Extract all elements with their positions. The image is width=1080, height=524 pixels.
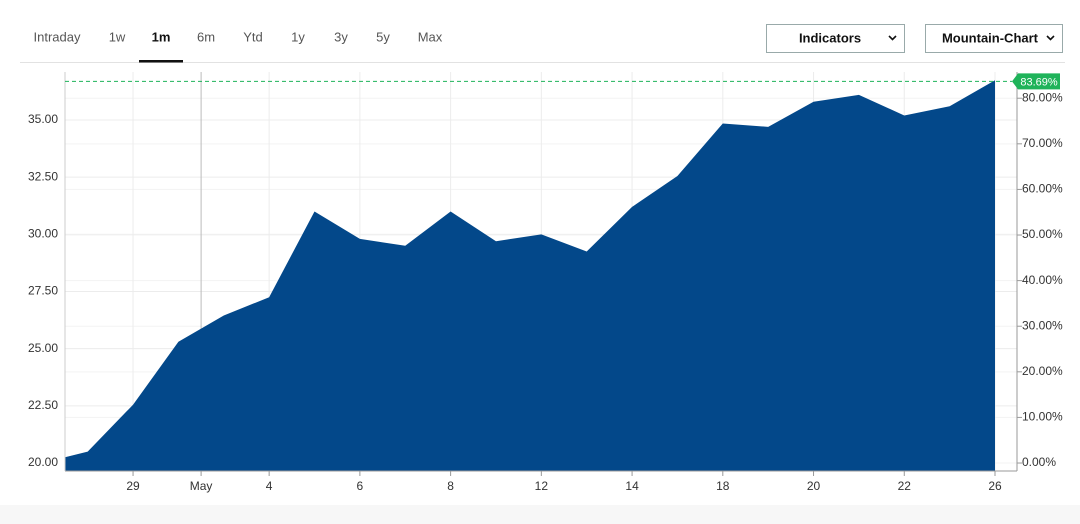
y-tick-label: 22.50	[28, 398, 58, 412]
chart-type-button[interactable]	[925, 24, 1063, 53]
last-value-badge	[1012, 73, 1060, 90]
y-tick-label: 27.50	[28, 284, 58, 298]
x-tick-label: May	[190, 479, 213, 493]
x-tick-label: 14	[625, 479, 639, 493]
y2-tick-label: 60.00%	[1022, 182, 1063, 196]
y2-tick-label: 20.00%	[1022, 364, 1063, 378]
y2-tick-label: 10.00%	[1022, 410, 1063, 424]
button-label[interactable]: Indicators	[799, 30, 861, 45]
x-tick-label: 6	[357, 479, 364, 493]
x-tick-label: 20	[807, 479, 821, 493]
x-tick-label: 4	[266, 479, 273, 493]
tab[interactable]: 6m	[197, 29, 215, 44]
button-label[interactable]: Mountain-Chart	[942, 30, 1039, 45]
tab[interactable]: 1y	[291, 29, 305, 44]
chevron	[1046, 35, 1055, 41]
x-tick-label: 29	[126, 479, 140, 493]
last-value-label: 83.69%	[1020, 76, 1058, 88]
y-tick-label: 35.00	[28, 112, 58, 126]
y-tick-label: 20.00	[28, 455, 58, 469]
tab[interactable]: 1w	[109, 29, 126, 44]
active-tab-underline	[139, 60, 183, 63]
area	[65, 80, 995, 472]
indicators-button[interactable]	[766, 24, 905, 53]
y-tick-label: 30.00	[28, 227, 58, 241]
y2-tick-label: 50.00%	[1022, 227, 1063, 241]
tab[interactable]: 3y	[334, 29, 348, 44]
y2-tick-label: 70.00%	[1022, 136, 1063, 150]
tab[interactable]: Max	[418, 29, 443, 44]
x-tick-label: 26	[988, 479, 1002, 493]
tab[interactable]: Ytd	[243, 29, 263, 44]
x-tick-label: 22	[898, 479, 912, 493]
y2-tick-label: 30.00%	[1022, 318, 1063, 332]
y2-tick-label: 0.00%	[1022, 455, 1056, 469]
y2-tick-label: 80.00%	[1022, 90, 1063, 104]
tab[interactable]: 1m	[152, 29, 171, 44]
y-tick-label: 25.00	[28, 341, 58, 355]
y-tick-label: 32.50	[28, 169, 58, 183]
tab[interactable]: Intraday	[34, 29, 81, 44]
footer-band	[0, 505, 1080, 524]
tab[interactable]: 5y	[376, 29, 390, 44]
y2-tick-label: 40.00%	[1022, 273, 1063, 287]
x-tick-label: 8	[447, 479, 454, 493]
chevron	[888, 35, 897, 41]
x-tick-label: 12	[535, 479, 549, 493]
x-tick-label: 18	[716, 479, 730, 493]
